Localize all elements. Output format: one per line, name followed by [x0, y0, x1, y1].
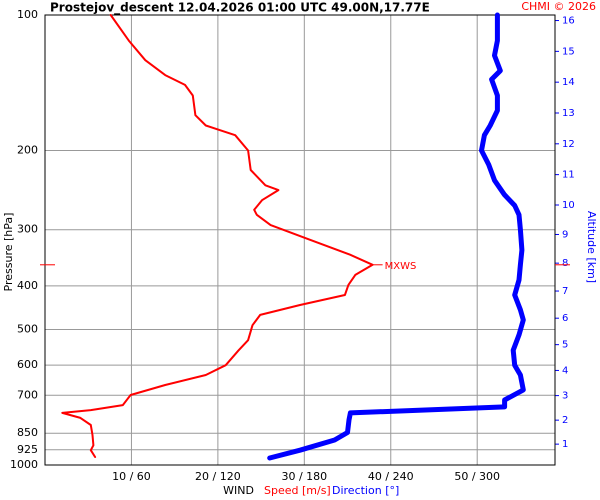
y2-tick-label: 14: [562, 77, 575, 88]
x-tick-label: 40 / 240: [368, 470, 414, 483]
y2-tick-label: 4: [562, 365, 568, 376]
x-axis-label: WIND: [223, 484, 254, 497]
y2-tick-label: 15: [562, 46, 575, 57]
y-tick-label: 925: [17, 443, 38, 456]
y2-tick-label: 2: [562, 415, 568, 426]
y-tick-label: 700: [17, 388, 38, 401]
legend-entry: Direction [°]: [332, 484, 399, 497]
y2-axis-label: Altitude [km]: [585, 211, 598, 283]
y2-tick-label: 13: [562, 108, 575, 119]
chart-title: Prostejov_descent 12.04.2026 01:00 UTC 4…: [50, 1, 430, 16]
profile-line: [61, 14, 374, 458]
credit: CHMI © 2026: [521, 0, 596, 13]
y2-tick-label: 9: [562, 229, 568, 240]
y-tick-label: 500: [17, 323, 38, 336]
y-tick-label: 100: [17, 8, 38, 21]
y2-tick-label: 3: [562, 391, 568, 402]
y-tick-label: 400: [17, 279, 38, 292]
annotation: MXWS: [385, 261, 417, 272]
y2-tick-label: 7: [562, 286, 568, 297]
y-tick-label: 600: [17, 358, 38, 371]
y2-tick-label: 11: [562, 170, 575, 181]
y-tick-label: 850: [17, 426, 38, 439]
x-tick-label: 30 / 180: [281, 470, 327, 483]
legend-entry: Speed [m/s]: [264, 484, 331, 497]
y-tick-label: 300: [17, 223, 38, 236]
plot-frame: [44, 14, 556, 466]
x-tick-label: 50 / 300: [454, 470, 500, 483]
x-tick-label: 10 / 60: [112, 470, 151, 483]
y2-tick-label: 1: [562, 439, 568, 450]
y2-tick-label: 8: [562, 258, 568, 269]
y2-tick-label: 5: [562, 340, 568, 351]
y2-tick-label: 6: [562, 313, 568, 324]
y2-tick-label: 16: [562, 16, 575, 27]
y-axis-label: Pressure [hPa]: [2, 213, 15, 292]
y2-tick-label: 10: [562, 200, 575, 211]
y-tick-label: 1000: [10, 458, 38, 471]
x-tick-label: 20 / 120: [195, 470, 241, 483]
profile-line: [267, 12, 526, 461]
y2-tick-label: 12: [562, 139, 575, 150]
y-tick-label: 200: [17, 143, 38, 156]
